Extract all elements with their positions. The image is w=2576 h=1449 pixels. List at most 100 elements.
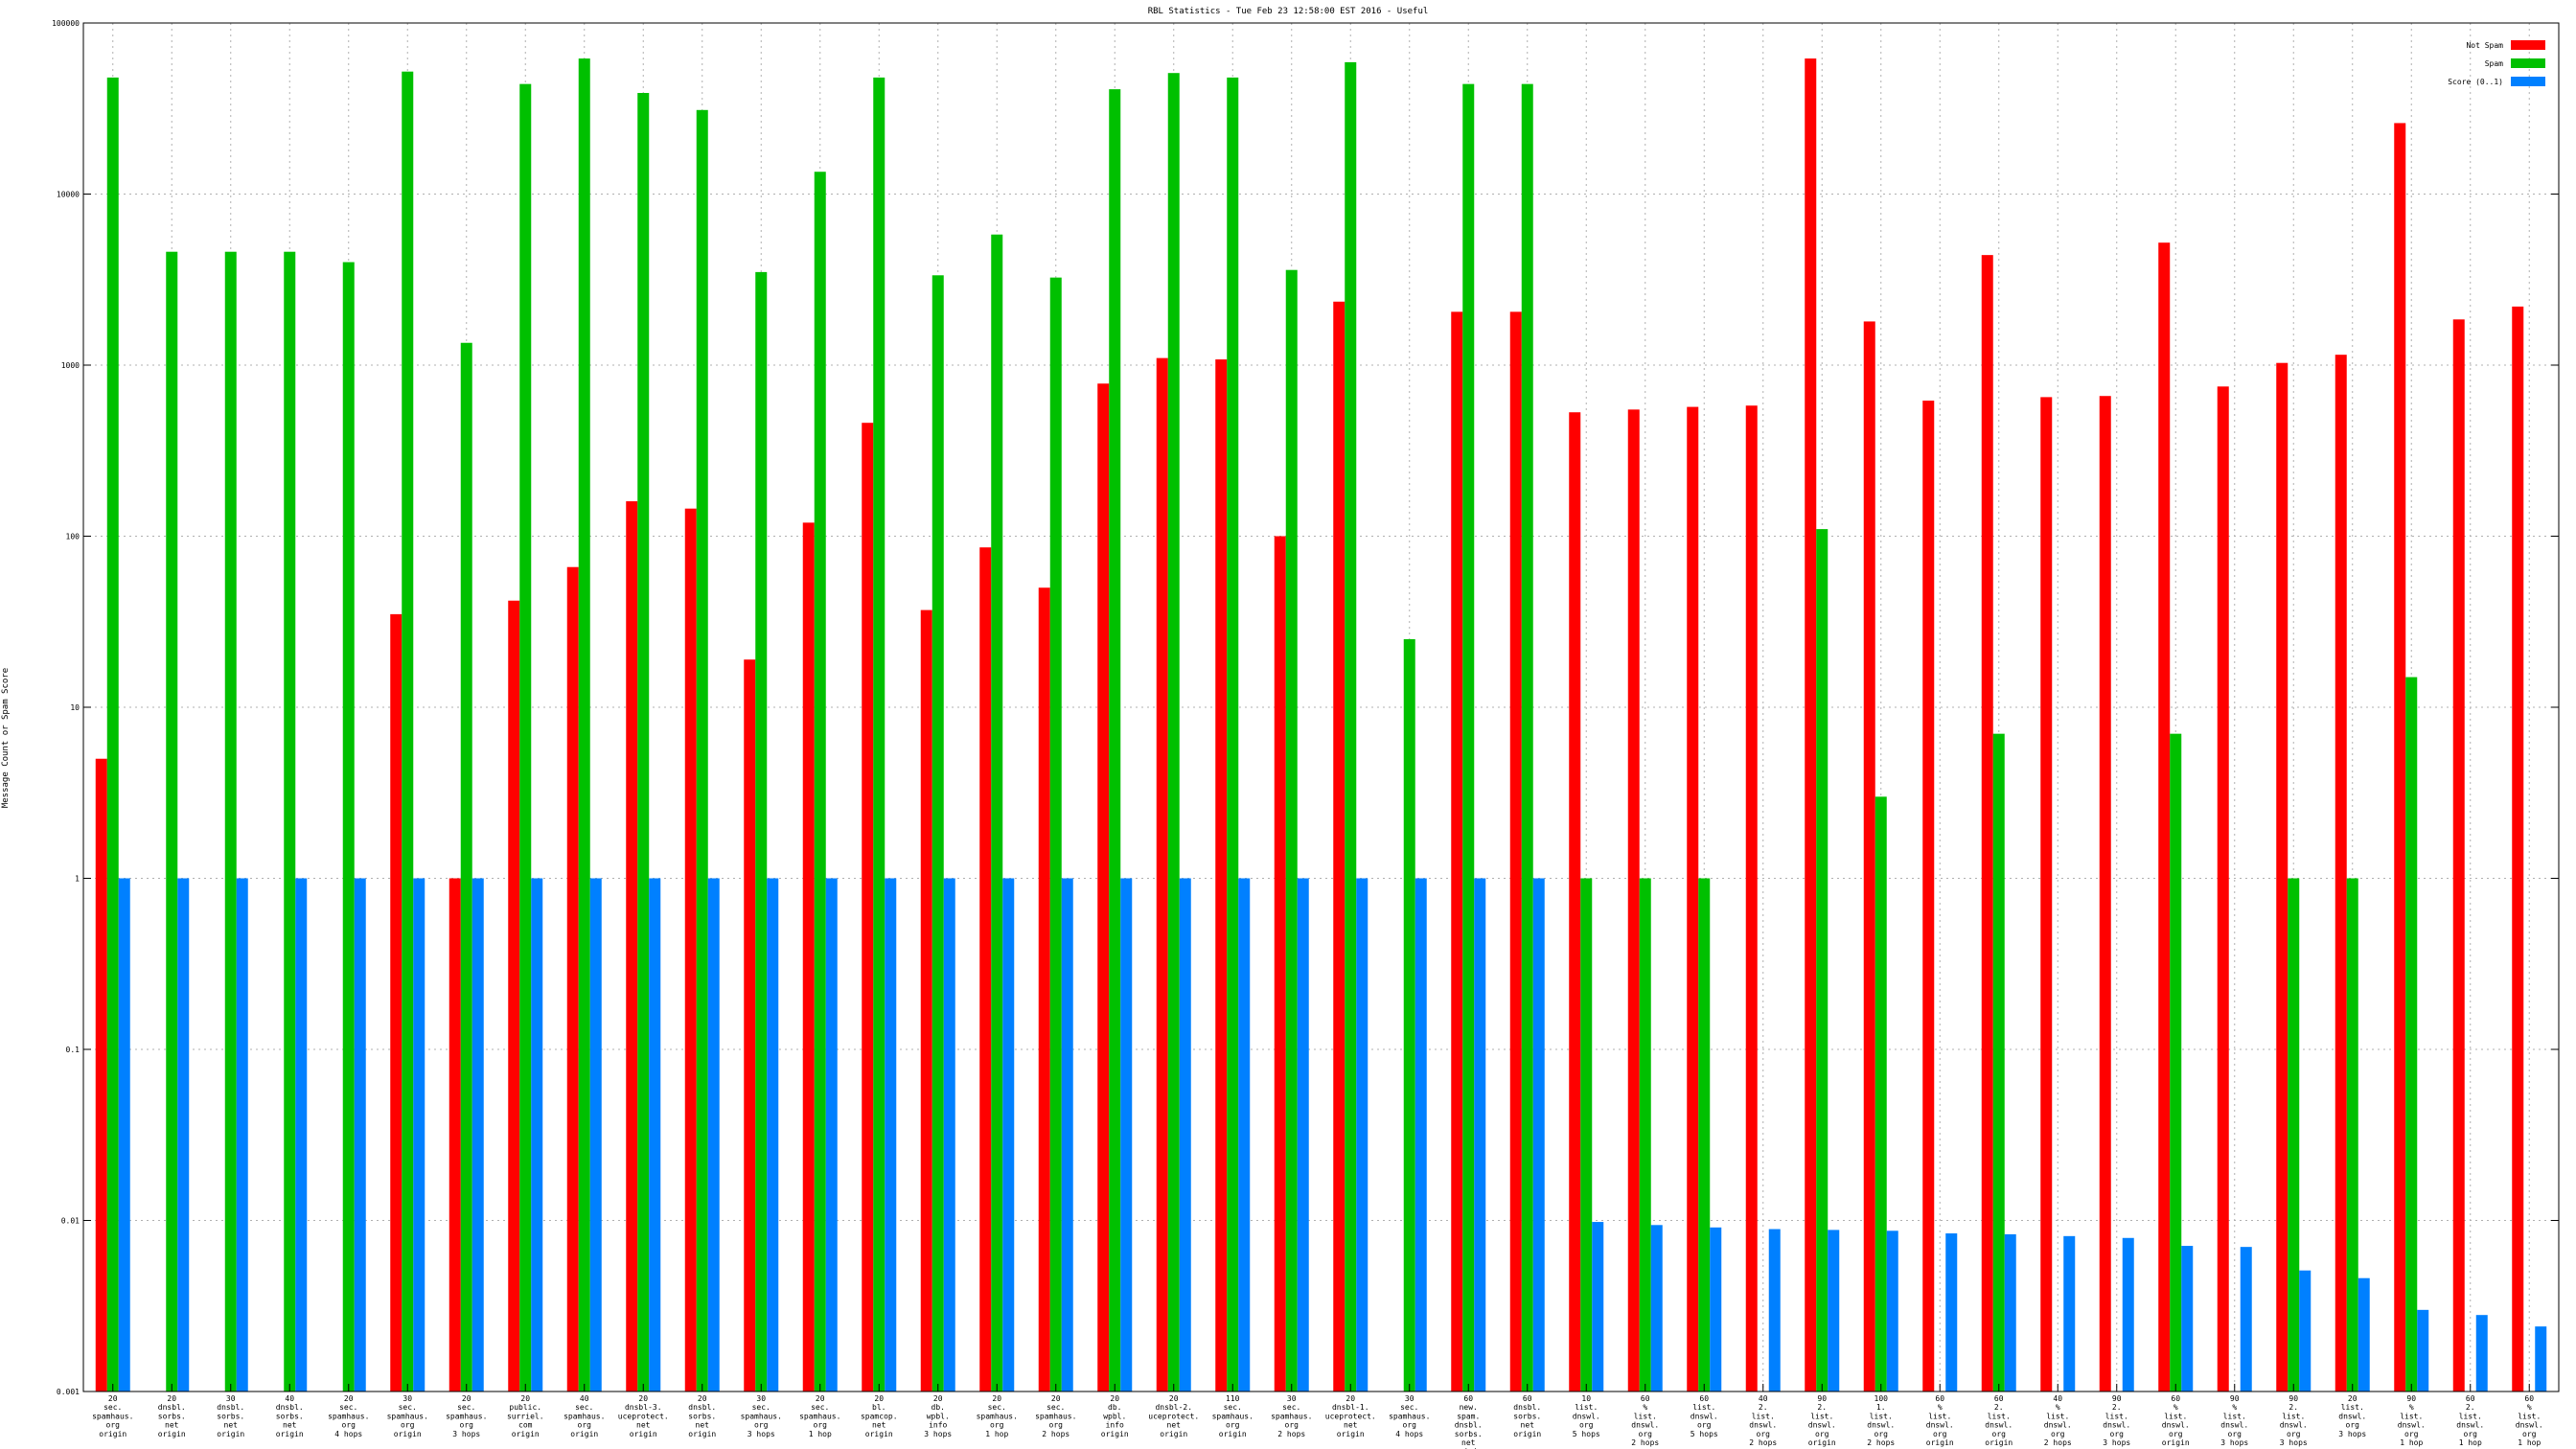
category-label: 3 hops [2103, 1438, 2130, 1447]
bar-score-0-1 [1179, 878, 1191, 1392]
category-label: org [1226, 1421, 1240, 1430]
category-label: org [2228, 1430, 2242, 1438]
bar-not-spam [1451, 311, 1463, 1392]
y-tick-label: 10000 [57, 191, 80, 199]
category-label: sorbs. [217, 1412, 244, 1420]
category-label: 20 [933, 1394, 943, 1403]
category-label: origin [1219, 1430, 1247, 1438]
category-label: org [1403, 1421, 1417, 1430]
category-label: 20 [874, 1394, 884, 1403]
category-label: list. [1810, 1412, 1833, 1420]
category-label: org [1874, 1430, 1889, 1438]
category-label: sorbs. [1513, 1412, 1541, 1420]
category-label: spam. [1457, 1412, 1480, 1420]
category-label: bl. [872, 1403, 886, 1412]
bar-spam [2288, 878, 2300, 1392]
category-label: 4 hops [1395, 1430, 1423, 1438]
bar-score-0-1 [354, 878, 366, 1392]
category-label: 5 hops [1573, 1430, 1600, 1438]
category-label: net [1344, 1421, 1358, 1430]
category-label: origin [1160, 1430, 1187, 1438]
y-ticks: 0.001 0.01 0.1 1 10 100 1000 10000 100000 [52, 19, 2559, 1396]
category-label: 40 [285, 1394, 294, 1403]
bar-not-spam [2452, 319, 2465, 1392]
category-label: 60 [2171, 1394, 2180, 1403]
bar-score-0-1 [2535, 1326, 2547, 1392]
category-label: org [1639, 1430, 1653, 1438]
category-label: 60 [1994, 1394, 2004, 1403]
bar-spam [284, 251, 296, 1392]
category-label: sec. [752, 1403, 770, 1412]
bar-score-0-1 [1768, 1229, 1781, 1392]
category-label: new. [1460, 1403, 1478, 1412]
category-label: org [1579, 1421, 1594, 1430]
category-label: 30 [1287, 1394, 1297, 1403]
bar-not-spam [626, 501, 638, 1392]
category-label: spamhaus. [387, 1412, 428, 1420]
category-label: dnsbl. [688, 1403, 716, 1412]
bar-not-spam [862, 423, 874, 1392]
bar-score-0-1 [885, 878, 897, 1392]
category-label: dnswl. [2220, 1421, 2248, 1430]
category-label: 3 hops [452, 1430, 480, 1438]
category-label: 90 [2288, 1394, 2298, 1403]
category-label: 90 [1817, 1394, 1827, 1403]
category-label: net [165, 1421, 179, 1430]
category-label: public. [509, 1403, 541, 1412]
bar-not-spam [1274, 536, 1286, 1392]
category-label: net [1167, 1421, 1182, 1430]
bar-score-0-1 [1886, 1230, 1898, 1392]
category-label: 30 [756, 1394, 766, 1403]
category-label: dnswl. [2103, 1421, 2130, 1430]
category-label: 1 hop [2518, 1438, 2541, 1447]
bar-not-spam [1627, 409, 1640, 1392]
bar-spam [814, 172, 826, 1392]
category-label: org [106, 1421, 121, 1430]
bar-not-spam [2394, 123, 2406, 1392]
bar-spam [696, 109, 708, 1392]
category-label: origin [630, 1430, 657, 1438]
bar-score-0-1 [943, 878, 955, 1392]
category-label: 20 [1110, 1394, 1119, 1403]
bar-not-spam [802, 522, 815, 1392]
category-label: origin [1513, 1430, 1541, 1438]
category-label: dnsbl-2. [1155, 1403, 1192, 1412]
category-label: 110 [1226, 1394, 1240, 1403]
category-label: sorbs. [688, 1412, 716, 1420]
category-label: 10 [1581, 1394, 1591, 1403]
bar-score-0-1 [2475, 1315, 2488, 1392]
category-label: % [1643, 1403, 1647, 1412]
category-label: origin [1926, 1438, 1954, 1447]
category-label: dnswl. [1690, 1412, 1718, 1420]
category-label: spamcop. [861, 1412, 898, 1420]
bar-spam [1521, 83, 1533, 1392]
category-label: dnswl. [2338, 1412, 2366, 1420]
category-label: list. [2164, 1412, 2187, 1420]
category-label: 5 hops [1690, 1430, 1718, 1438]
category-label: net [1461, 1438, 1476, 1447]
category-label: org [814, 1421, 828, 1430]
category-label: wpbl. [1103, 1412, 1126, 1420]
bar-not-spam [566, 566, 579, 1392]
bar-not-spam [1981, 255, 1993, 1392]
category-label: 100 [1874, 1394, 1889, 1403]
category-label: sorbs. [1455, 1430, 1483, 1438]
category-label: org [1992, 1430, 2007, 1438]
category-label: sec. [104, 1403, 122, 1412]
legend: Not Spam Spam Score (0..1) [2448, 40, 2545, 86]
y-tick-label: 1 [75, 875, 80, 884]
category-label: 90 [2406, 1394, 2416, 1403]
bar-score-0-1 [1120, 878, 1133, 1392]
category-label: org [1049, 1421, 1064, 1430]
category-label: org [2051, 1430, 2065, 1438]
category-label: 60 [1523, 1394, 1532, 1403]
category-label: 1 hop [985, 1430, 1008, 1438]
category-label: 20 [344, 1394, 354, 1403]
bar-not-spam [979, 547, 992, 1392]
category-label: dnsbl. [1513, 1403, 1541, 1412]
bar-spam [1698, 878, 1711, 1392]
category-label: 20 [1346, 1394, 1355, 1403]
category-label: list. [1870, 1412, 1893, 1420]
category-label: list. [1928, 1412, 1951, 1420]
